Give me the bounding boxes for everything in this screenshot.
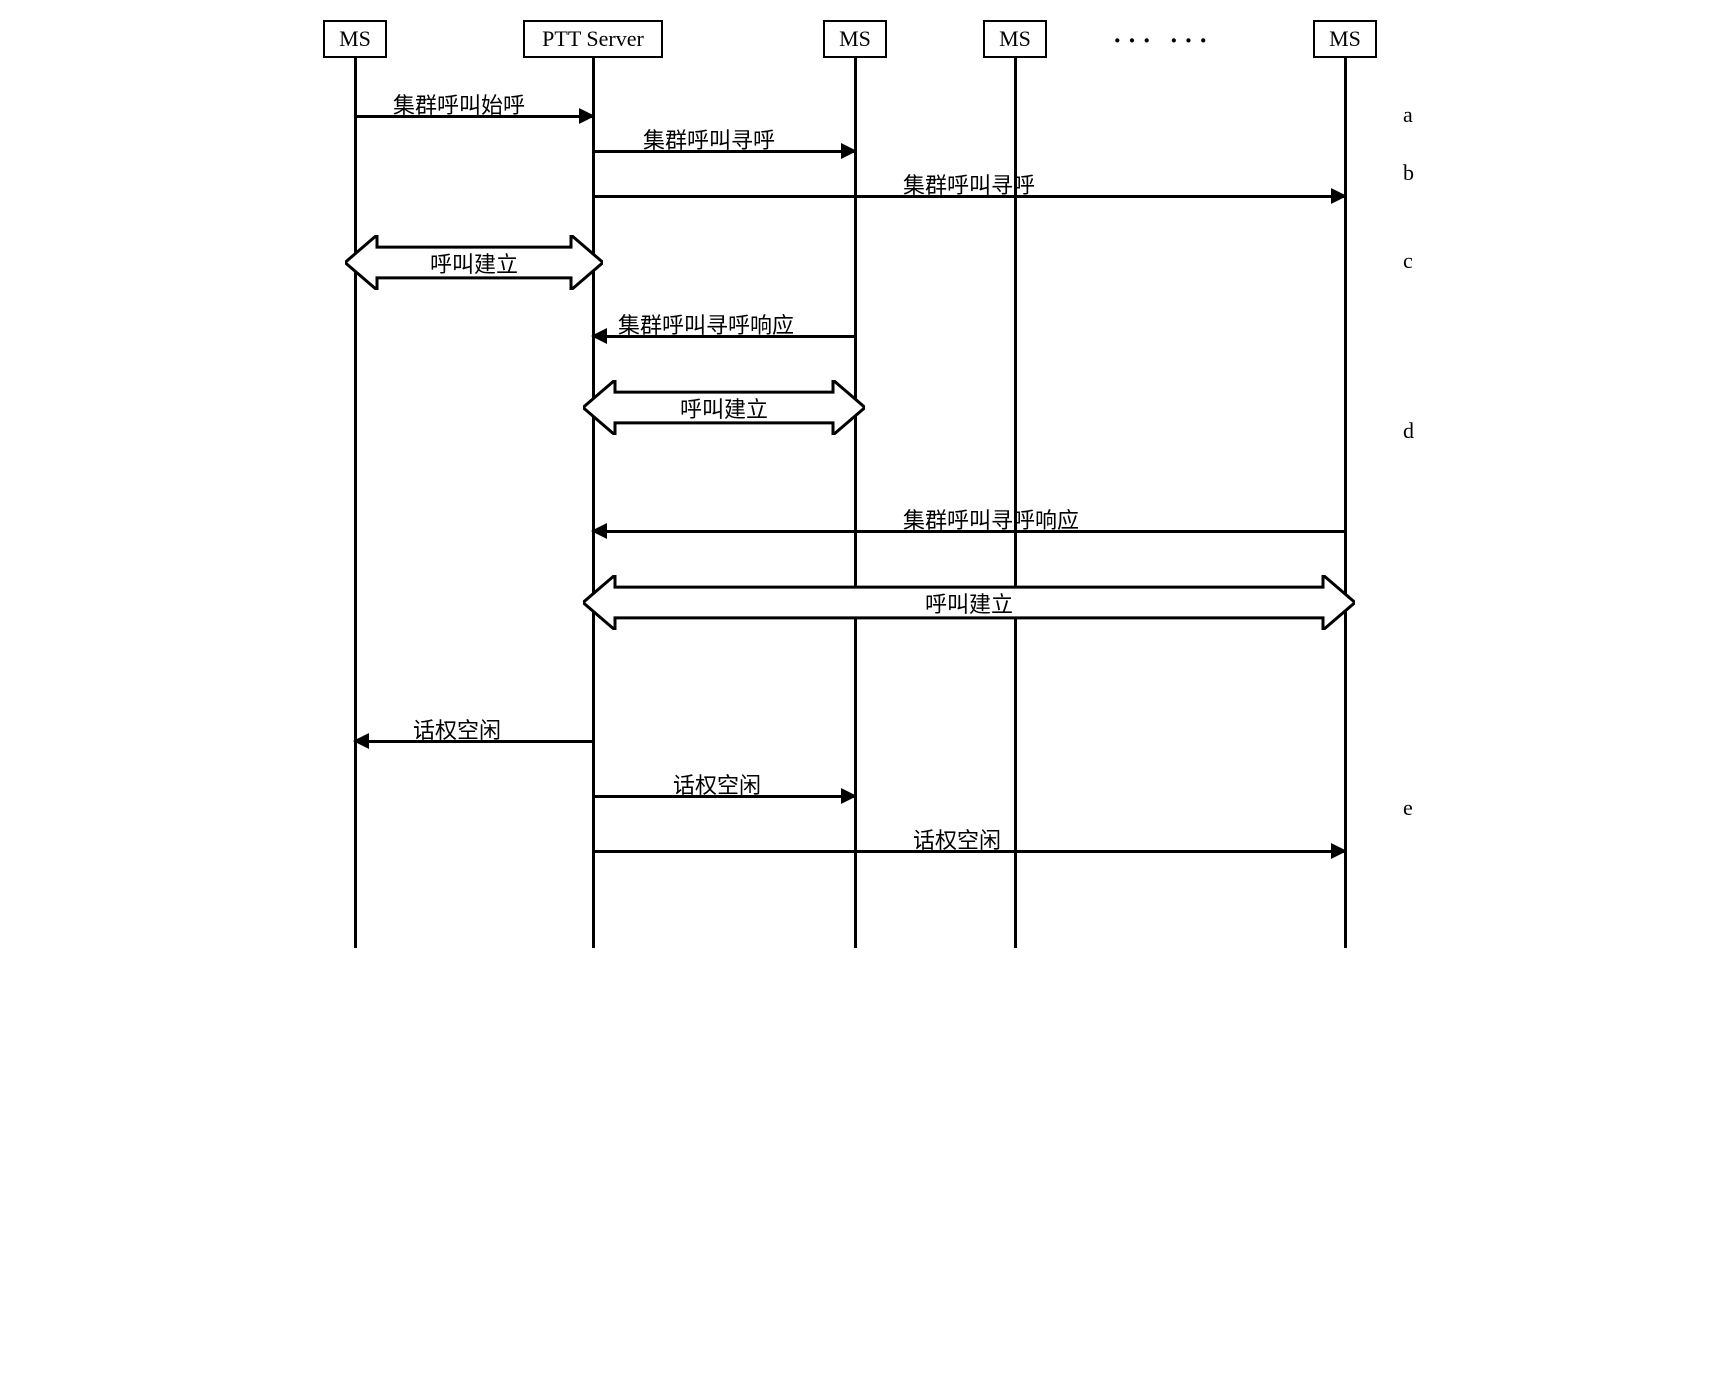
message-label-6: 话权空闲: [673, 768, 761, 800]
bidir-label-2: 呼叫建立: [925, 587, 1013, 619]
lifeline-ptt: [592, 58, 595, 948]
participant-msN: MS: [1313, 20, 1377, 58]
side-label-c: c: [1403, 248, 1413, 274]
side-label-b: b: [1403, 160, 1414, 186]
bidir-arrow-2: 呼叫建立: [583, 575, 1355, 630]
bidir-label-0: 呼叫建立: [430, 247, 518, 279]
message-label-5: 话权空闲: [413, 713, 501, 745]
participant-ms2: MS: [823, 20, 887, 58]
message-label-0: 集群呼叫始呼: [393, 88, 525, 120]
bidir-label-1: 呼叫建立: [680, 392, 768, 424]
participant-ms1: MS: [323, 20, 387, 58]
side-label-d: d: [1403, 418, 1414, 444]
side-label-a: a: [1403, 102, 1413, 128]
message-label-7: 话权空闲: [913, 823, 1001, 855]
bidir-arrow-0: 呼叫建立: [345, 235, 603, 290]
participant-ms3: MS: [983, 20, 1047, 58]
lifeline-ms1: [354, 58, 357, 948]
message-label-2: 集群呼叫寻呼: [903, 168, 1035, 200]
side-label-e: e: [1403, 795, 1413, 821]
sequence-diagram: MSPTT ServerMSMSMS··· ···集群呼叫始呼集群呼叫寻呼集群呼…: [283, 20, 1433, 955]
message-label-1: 集群呼叫寻呼: [643, 123, 775, 155]
bidir-arrow-1: 呼叫建立: [583, 380, 865, 435]
message-label-4: 集群呼叫寻呼响应: [903, 503, 1079, 535]
message-label-3: 集群呼叫寻呼响应: [618, 308, 794, 340]
lifeline-ms2: [854, 58, 857, 948]
participant-ptt: PTT Server: [523, 20, 663, 58]
ellipsis: ··· ···: [1113, 26, 1214, 56]
